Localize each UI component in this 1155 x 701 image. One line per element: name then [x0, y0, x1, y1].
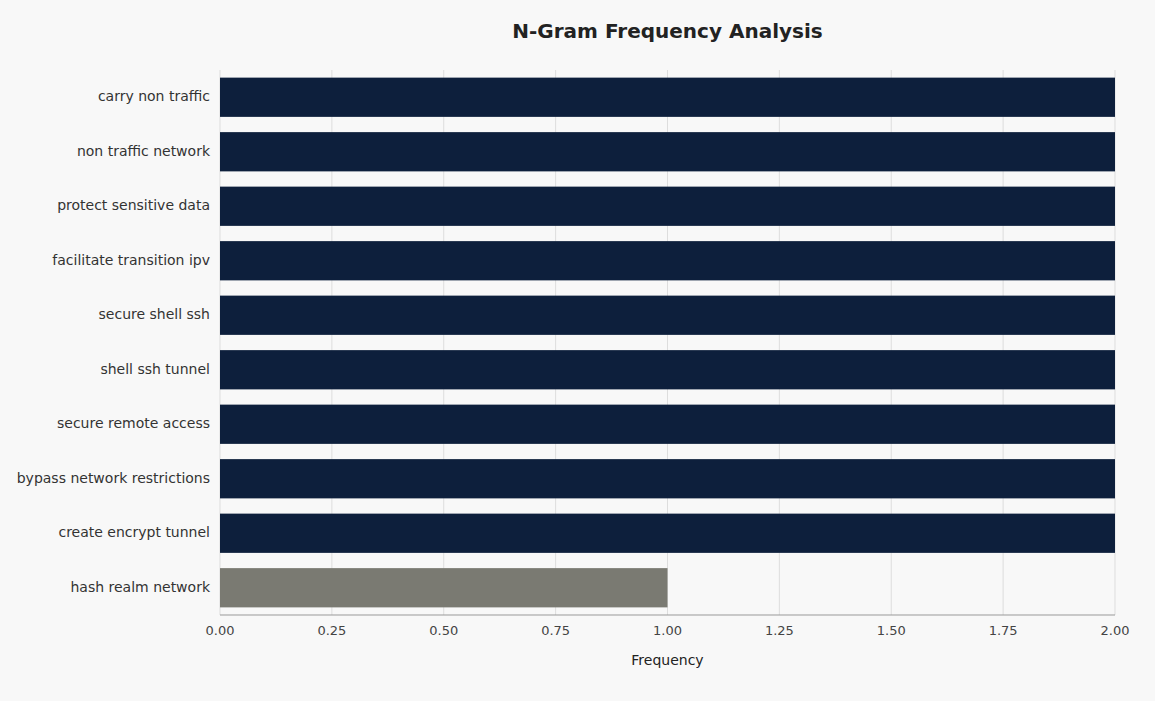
- category-label: bypass network restrictions: [17, 470, 210, 486]
- bar: [220, 187, 1115, 226]
- bar: [220, 514, 1115, 553]
- bar: [220, 568, 668, 607]
- category-label: create encrypt tunnel: [58, 524, 210, 540]
- background: [0, 0, 1155, 701]
- category-label: facilitate transition ipv: [52, 252, 210, 268]
- chart: N-Gram Frequency Analysis 0.00 0.25 0.50 0.7…: [0, 0, 1155, 701]
- category-label: secure shell ssh: [99, 306, 210, 322]
- tick-label: 1.75: [989, 623, 1018, 638]
- tick-label: 1.00: [653, 623, 682, 638]
- category-label: shell ssh tunnel: [100, 361, 210, 377]
- tick-label: 0.00: [206, 623, 235, 638]
- bar: [220, 78, 1115, 117]
- tick-label: 1.25: [765, 623, 794, 638]
- grid: [220, 70, 1115, 615]
- tick-label: 0.75: [541, 623, 570, 638]
- category-label: secure remote access: [57, 415, 210, 431]
- x-axis-line: [220, 615, 1115, 616]
- category-label: carry non traffic: [98, 88, 210, 104]
- category-label: non traffic network: [77, 143, 211, 159]
- bar: [220, 459, 1115, 498]
- bars: [220, 78, 1115, 608]
- bar: [220, 296, 1115, 335]
- category-label: hash realm network: [70, 579, 210, 595]
- tick-label: 1.50: [877, 623, 906, 638]
- category-label: protect sensitive data: [57, 197, 210, 213]
- bar: [220, 241, 1115, 280]
- bar: [220, 132, 1115, 171]
- tick-label: 0.50: [429, 623, 458, 638]
- title: N-Gram Frequency Analysis: [512, 19, 822, 43]
- tick-label: 2.00: [1101, 623, 1130, 638]
- bar: [220, 405, 1115, 444]
- tick-label: 0.25: [317, 623, 346, 638]
- bar: [220, 350, 1115, 389]
- x-axis-label: Frequency: [631, 652, 703, 668]
